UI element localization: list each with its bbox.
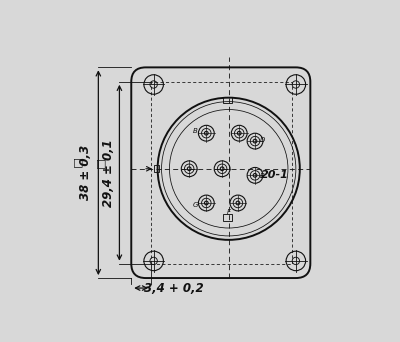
Text: 3,4 + 0,2: 3,4 + 0,2	[144, 281, 203, 294]
Bar	[151, 82, 292, 264]
Text: 29,4 ± 0,1: 29,4 ± 0,1	[102, 139, 115, 207]
Text: E: E	[260, 173, 264, 179]
Text: 38 ± 0,3: 38 ± 0,3	[79, 145, 92, 200]
Text: G: G	[193, 202, 198, 208]
Text: D: D	[260, 137, 265, 143]
Text: F: F	[227, 209, 231, 215]
Text: B: B	[193, 128, 197, 134]
Text: 20-1: 20-1	[261, 170, 289, 180]
Text: □: □	[73, 157, 84, 167]
Bar	[223, 214, 232, 221]
Bar	[154, 165, 159, 172]
Text: □: □	[96, 158, 106, 169]
Bar	[223, 96, 232, 103]
